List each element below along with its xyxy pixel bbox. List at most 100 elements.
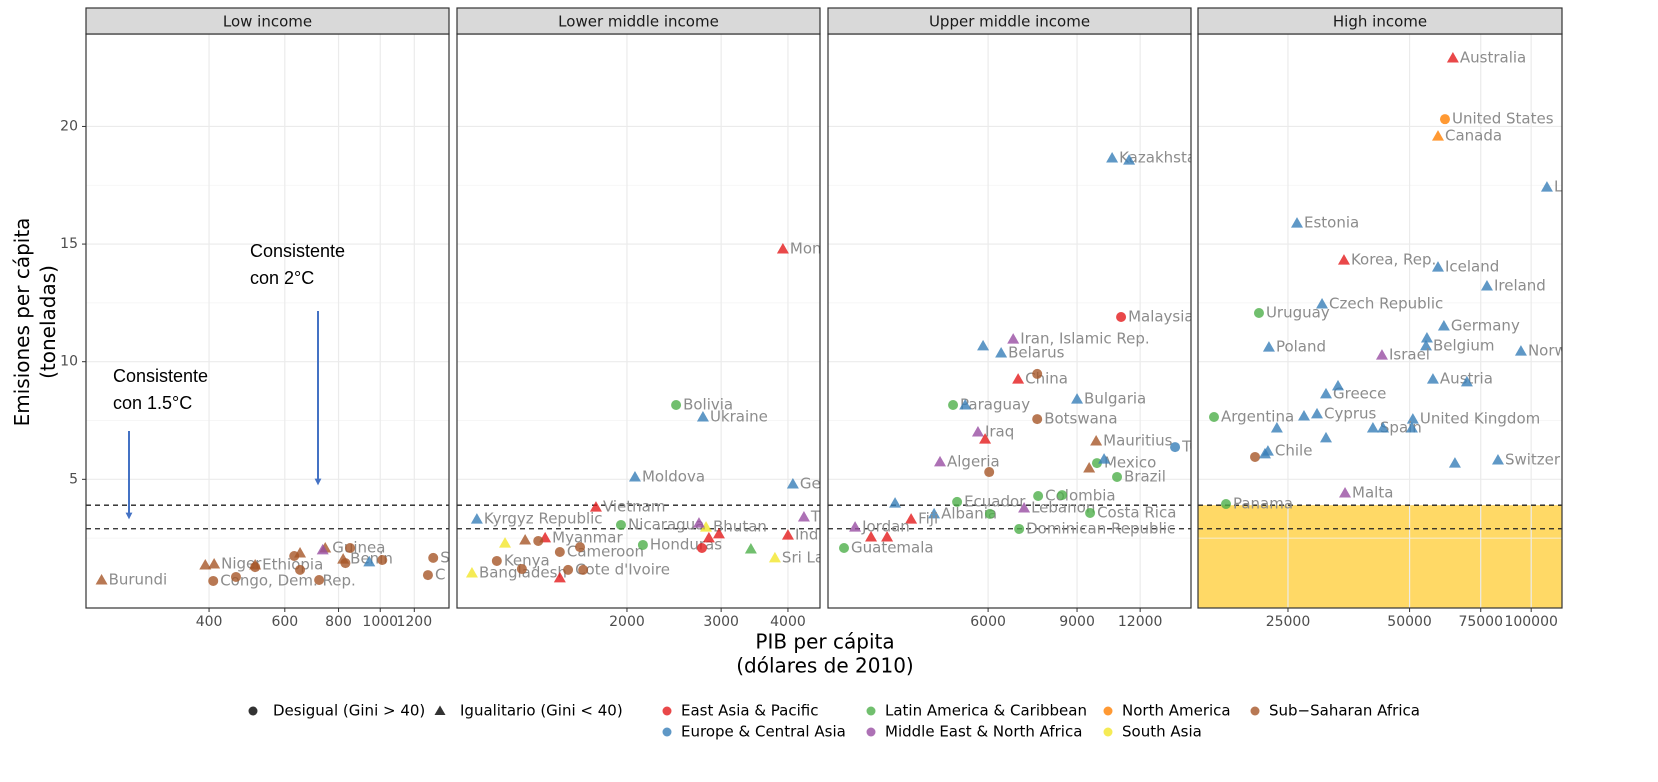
point [839,543,850,554]
point [1491,454,1504,465]
point [208,575,219,586]
legend-label: South Asia [1122,723,1202,741]
point [1377,422,1390,433]
point [984,467,995,478]
point [363,555,376,567]
point-label: Congo, Dem. Rep. [220,571,356,589]
y-tick-label: 10 [60,354,78,370]
point [316,543,329,555]
point-label: Cameroon [567,543,644,561]
x-tick-label: 50000 [1387,614,1432,630]
point [1540,181,1553,192]
point [1170,442,1181,453]
point [499,537,512,548]
point [712,527,725,539]
point [516,563,527,574]
point [230,571,241,582]
point-label: Panama [1233,495,1293,513]
legend-marker [434,705,446,715]
point-label: T [810,507,821,525]
point-label: Greece [1333,384,1386,402]
point-label: Vietnam [603,498,666,516]
x-tick-label: 600 [271,614,298,630]
point-label: Brazil [1124,467,1166,485]
legend-marker [248,706,258,716]
point [979,433,992,444]
point [671,399,682,410]
legend-marker [1250,706,1260,716]
point-label: Guinea [332,539,385,557]
panel-background [86,34,449,608]
point-label: Norw [1528,342,1567,360]
legend-label: Desigual (Gini > 40) [273,702,425,720]
point [1332,379,1345,391]
x-tick-label: 3000 [703,614,739,630]
annotation: con 1.5°C [113,393,192,413]
point [1419,339,1432,351]
annotation: Consistente [113,366,208,386]
point-label: Germany [1451,316,1520,334]
point-label: Algeria [947,452,1000,470]
legend-label: Europe & Central Asia [681,723,846,741]
point [849,521,862,532]
point [948,399,959,410]
point [1085,507,1096,518]
point [295,564,306,575]
y-axis-label-line: (toneladas) [36,265,60,379]
point [1091,458,1102,469]
x-axis-label: PIB per cápita [755,630,894,654]
point [1439,114,1450,125]
point-label: Paraguay [960,395,1030,413]
point-label: Estonia [1304,214,1359,232]
point-label: Dominican Republic [1026,519,1175,537]
point [1405,422,1418,433]
point [1014,523,1025,534]
strip [85,7,450,35]
point [470,513,483,524]
point [1033,491,1044,502]
point [984,508,995,519]
point [1018,502,1031,513]
point-label: Korea, Rep. [1351,251,1436,269]
point-label: Cyprus [1324,404,1377,422]
point [1057,490,1068,501]
y-axis-label-line: Emisiones per cápita [10,218,34,427]
x-tick-label: 6000 [970,614,1006,630]
point [422,570,433,581]
point [865,530,878,542]
point [1480,279,1493,291]
point [1514,345,1527,356]
point-label: Guatemala [851,539,934,557]
point-label: Australia [1460,48,1526,66]
legend-label: Latin America & Caribbean [885,702,1087,720]
point-label: Ukraine [710,407,768,425]
point [768,551,781,563]
point [1406,413,1419,424]
point [959,398,972,410]
legend-marker [1103,706,1113,716]
point-label: Kyrgyz Republic [484,510,603,528]
strip [456,7,821,35]
point-label: Poland [1276,338,1326,356]
point [1339,486,1352,498]
point-label: Iceland [1445,258,1499,276]
legend-label: East Asia & Pacific [681,702,818,720]
x-tick-label: 2000 [609,614,645,630]
point-label: Malta [1352,483,1393,501]
x-tick-label: 800 [325,614,352,630]
point-label: Belarus [1008,343,1065,361]
point [696,543,707,554]
y-tick-label: 20 [60,118,78,134]
point [554,547,565,558]
legend-marker [866,706,876,716]
point [692,517,705,528]
point-label: Albania [941,504,997,522]
facet-title: Upper middle income [929,13,1090,31]
point [700,521,713,532]
point [1071,393,1084,404]
x-tick-label: 75000 [1458,614,1503,630]
point-label: Mon [790,240,822,258]
point-label: United Kingdom [1420,410,1540,428]
